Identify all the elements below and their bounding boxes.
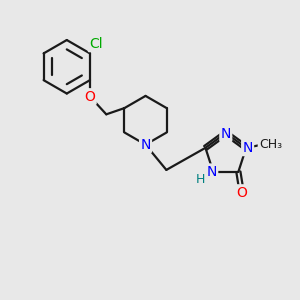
Text: N: N (206, 165, 217, 179)
Text: CH₃: CH₃ (259, 138, 282, 152)
Text: H: H (196, 173, 206, 186)
Text: O: O (236, 186, 247, 200)
Text: N: N (220, 127, 231, 141)
Text: N: N (242, 141, 253, 155)
Text: O: O (85, 89, 95, 103)
Text: Cl: Cl (89, 37, 103, 51)
Text: N: N (140, 138, 151, 152)
